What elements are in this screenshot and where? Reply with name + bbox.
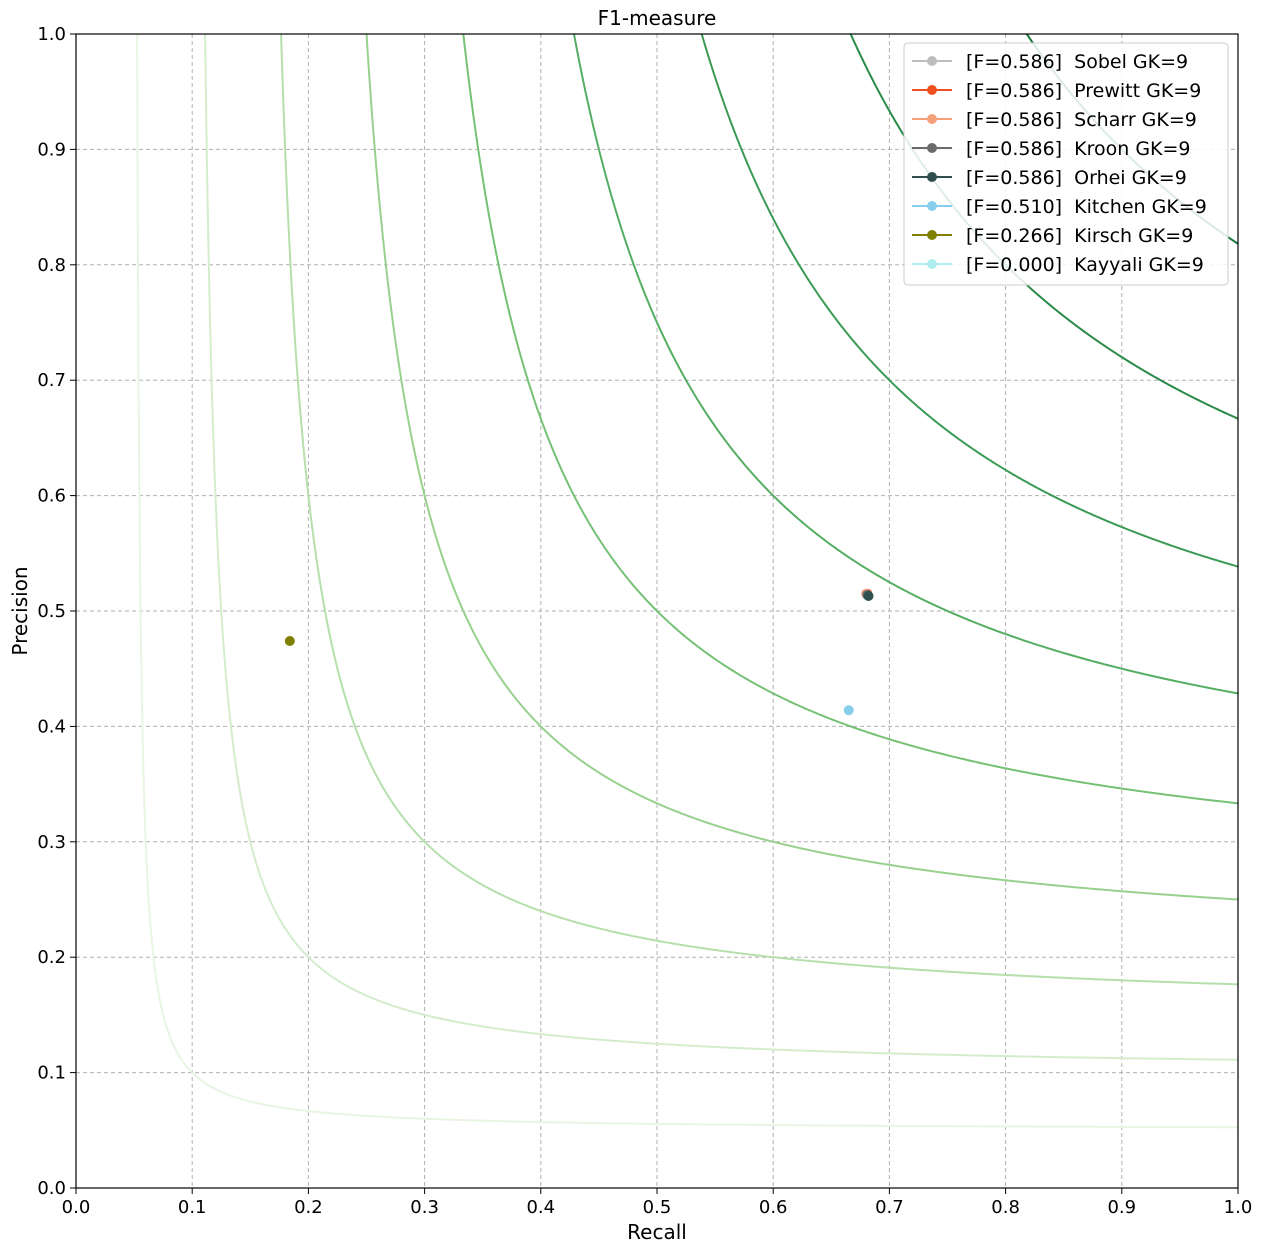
legend-entry-label: [F=0.266] Kirsch GK=9 xyxy=(966,225,1193,247)
legend-marker xyxy=(927,56,937,66)
legend-entry-label: [F=0.586] Sobel GK=9 xyxy=(966,51,1188,73)
legend-entry-label: [F=0.586] Orhei GK=9 xyxy=(966,167,1187,189)
iso-f1-curve xyxy=(136,34,1238,1129)
iso-f1-curve xyxy=(700,34,1238,568)
legend-entry-label: [F=0.510] Kitchen GK=9 xyxy=(966,196,1207,218)
legend-box xyxy=(903,42,1229,286)
y-tick-label: 0.9 xyxy=(37,139,66,160)
legend-marker xyxy=(927,172,937,182)
legend-marker xyxy=(927,201,937,211)
axis-ticks: 0.0 0.1 0.2 0.3 0.4 0.5 0.6 0.7 0.8 0.9 1.0 0.0 0.1 0… xyxy=(37,24,1252,1218)
chart-title: F1-measure xyxy=(598,6,717,30)
x-tick-label: 0.5 xyxy=(643,1197,672,1218)
y-tick-label: 0.6 xyxy=(37,486,66,507)
legend-marker xyxy=(927,143,937,153)
legend-entry-label: [F=0.586] Kroon GK=9 xyxy=(966,138,1191,160)
iso-f1-curve xyxy=(572,34,1238,695)
y-tick-label: 0.5 xyxy=(37,601,66,622)
x-tick-label: 0.6 xyxy=(759,1197,788,1218)
legend-marker xyxy=(927,114,937,124)
x-tick-label: 0.9 xyxy=(1107,1197,1136,1218)
data-point xyxy=(863,590,874,601)
iso-f1-curve xyxy=(280,34,1238,986)
y-tick-label: 0.2 xyxy=(37,947,66,968)
y-tick-label: 0.8 xyxy=(37,255,66,276)
data-point xyxy=(843,705,854,716)
iso-f1-curve xyxy=(365,34,1238,901)
iso-f1-curve xyxy=(462,34,1238,805)
legend-entry-label: [F=0.000] Kayyali GK=9 xyxy=(966,254,1204,276)
y-tick-label: 0.7 xyxy=(37,370,66,391)
x-tick-label: 1.0 xyxy=(1224,1197,1253,1218)
x-axis-label: Recall xyxy=(627,1220,687,1244)
y-tick-label: 0.0 xyxy=(37,1178,66,1199)
x-tick-label: 0.2 xyxy=(294,1197,323,1218)
x-tick-label: 0.3 xyxy=(410,1197,439,1218)
y-tick-label: 0.3 xyxy=(37,832,66,853)
legend-marker xyxy=(927,85,937,95)
legend: [F=0.586] Sobel GK=9 [F=0.586] Prewitt GK… xyxy=(903,42,1229,286)
y-axis-label: Precision xyxy=(8,566,32,655)
x-tick-label: 0.0 xyxy=(62,1197,91,1218)
legend-marker xyxy=(927,259,937,269)
legend-entry-label: [F=0.586] Prewitt GK=9 xyxy=(966,80,1201,102)
y-tick-label: 0.1 xyxy=(37,1063,66,1084)
legend-marker xyxy=(927,230,937,240)
iso-f1-curve xyxy=(204,34,1238,1061)
iso-f1-curve xyxy=(1025,34,1238,245)
y-tick-label: 1.0 xyxy=(37,24,66,45)
y-tick-label: 0.4 xyxy=(37,716,66,737)
data-points xyxy=(284,588,874,716)
x-tick-label: 0.1 xyxy=(178,1197,207,1218)
data-point xyxy=(284,636,295,647)
x-tick-label: 0.4 xyxy=(526,1197,555,1218)
legend-entry-label: [F=0.586] Scharr GK=9 xyxy=(966,109,1197,131)
x-tick-label: 0.7 xyxy=(875,1197,904,1218)
x-tick-label: 0.8 xyxy=(991,1197,1020,1218)
